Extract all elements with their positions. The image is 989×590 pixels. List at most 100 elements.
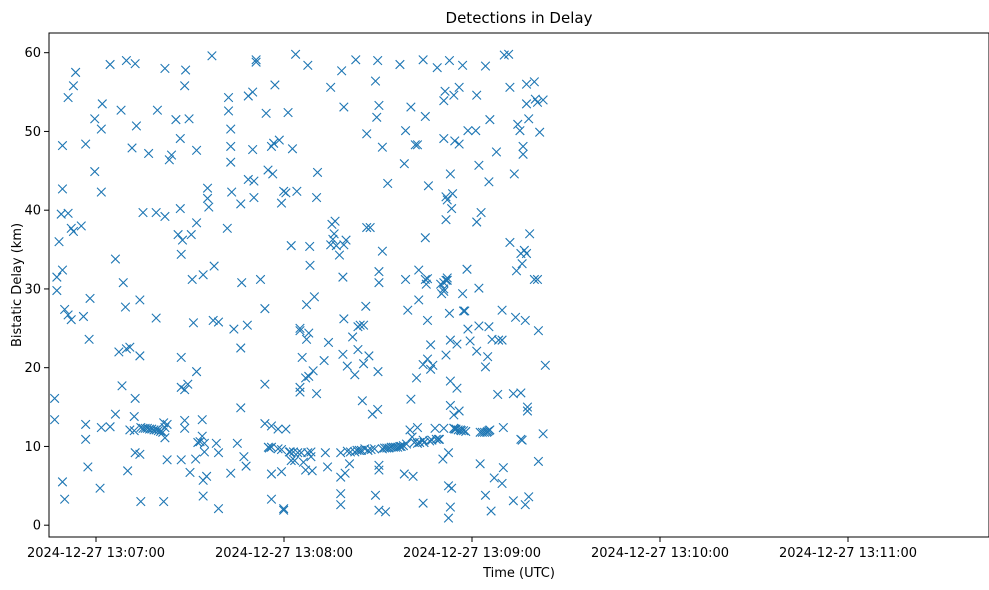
data-point bbox=[295, 387, 305, 397]
data-point bbox=[308, 366, 318, 376]
data-point bbox=[301, 334, 312, 345]
data-point bbox=[166, 150, 177, 160]
data-point bbox=[207, 51, 217, 61]
data-point bbox=[370, 490, 381, 500]
data-point bbox=[520, 500, 530, 510]
data-point bbox=[497, 478, 507, 489]
data-point bbox=[420, 233, 431, 243]
data-point bbox=[497, 305, 507, 315]
data-point bbox=[66, 314, 76, 325]
data-point bbox=[59, 304, 70, 315]
data-point bbox=[339, 314, 349, 324]
data-point bbox=[223, 106, 234, 116]
data-point bbox=[251, 55, 261, 65]
data-point bbox=[445, 400, 456, 411]
data-point bbox=[475, 427, 485, 437]
data-point bbox=[529, 77, 540, 87]
data-point bbox=[260, 303, 270, 314]
data-point bbox=[57, 184, 68, 194]
data-point bbox=[434, 434, 445, 445]
data-point bbox=[276, 198, 287, 208]
data-point bbox=[213, 503, 224, 514]
data-point bbox=[449, 90, 459, 100]
data-point bbox=[129, 425, 139, 436]
data-point bbox=[80, 139, 91, 149]
data-point bbox=[284, 447, 295, 457]
data-point bbox=[380, 507, 391, 517]
data-point bbox=[336, 488, 346, 499]
data-point bbox=[204, 202, 214, 212]
data-point bbox=[236, 343, 246, 353]
data-point bbox=[532, 97, 543, 107]
data-point bbox=[130, 393, 140, 404]
data-point bbox=[80, 434, 91, 445]
data-point bbox=[339, 240, 349, 250]
data-point bbox=[533, 325, 544, 336]
data-point bbox=[85, 293, 95, 304]
data-point bbox=[90, 166, 100, 177]
data-point bbox=[52, 272, 62, 282]
data-point bbox=[260, 379, 270, 389]
data-point bbox=[442, 275, 452, 285]
data-point bbox=[362, 129, 372, 139]
data-point bbox=[418, 498, 428, 508]
data-point bbox=[449, 410, 459, 420]
data-point bbox=[329, 229, 339, 239]
data-point bbox=[366, 444, 376, 455]
data-point bbox=[457, 288, 468, 299]
data-point bbox=[286, 455, 296, 466]
data-point bbox=[325, 82, 336, 93]
data-point bbox=[162, 419, 172, 430]
data-point bbox=[286, 240, 296, 251]
data-point bbox=[295, 382, 305, 393]
data-point bbox=[474, 160, 484, 170]
data-point bbox=[213, 448, 224, 458]
data-point bbox=[443, 513, 454, 523]
data-point bbox=[513, 119, 523, 130]
data-point bbox=[255, 274, 266, 285]
data-point bbox=[209, 261, 219, 271]
data-point bbox=[185, 467, 195, 478]
data-point bbox=[237, 277, 247, 288]
data-point bbox=[445, 335, 456, 345]
data-point bbox=[268, 169, 278, 179]
data-point bbox=[179, 385, 190, 395]
data-point bbox=[358, 359, 369, 369]
data-point bbox=[213, 317, 224, 327]
data-point bbox=[175, 203, 185, 214]
data-point bbox=[532, 274, 543, 285]
data-point bbox=[160, 63, 170, 74]
data-point bbox=[410, 140, 420, 150]
data-point bbox=[339, 102, 349, 112]
data-point bbox=[266, 421, 277, 431]
data-point bbox=[524, 492, 534, 502]
data-point bbox=[295, 325, 305, 336]
data-point bbox=[433, 434, 444, 445]
data-point bbox=[290, 49, 301, 59]
data-point bbox=[454, 406, 464, 416]
data-point bbox=[52, 285, 62, 296]
data-point bbox=[129, 411, 139, 422]
data-point bbox=[439, 423, 449, 434]
data-point bbox=[334, 250, 345, 260]
data-point bbox=[273, 444, 283, 454]
data-point bbox=[347, 332, 358, 342]
data-point bbox=[199, 438, 210, 448]
data-point bbox=[306, 447, 316, 457]
data-point bbox=[377, 142, 388, 152]
data-point bbox=[383, 178, 393, 189]
data-point bbox=[97, 99, 107, 109]
data-point bbox=[261, 108, 271, 119]
data-point bbox=[442, 273, 452, 283]
data-point bbox=[131, 121, 142, 131]
data-point bbox=[266, 469, 277, 479]
data-point bbox=[118, 277, 128, 288]
data-point bbox=[96, 124, 107, 134]
data-point bbox=[442, 195, 452, 205]
data-point bbox=[211, 438, 222, 448]
data-point bbox=[136, 496, 146, 507]
data-point bbox=[418, 359, 428, 370]
data-point bbox=[304, 328, 314, 338]
data-point bbox=[414, 295, 424, 305]
data-point bbox=[338, 349, 348, 359]
